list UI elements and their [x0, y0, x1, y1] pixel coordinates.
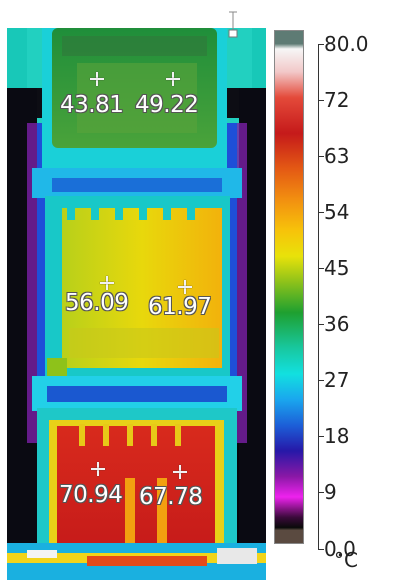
temperature-reading-top-left: 43.81 — [60, 92, 124, 118]
scale-axis-line — [318, 44, 319, 550]
temperature-reading-bottom-left: 70.94 — [59, 482, 123, 508]
scale-tick — [318, 156, 324, 157]
temperature-reading-middle-left: 56.09 — [65, 290, 129, 316]
temperature-scale-axis: 80.0 72 63 54 45 36 27 18 9 0.0 — [318, 28, 404, 561]
scale-tick-label: 72 — [324, 88, 350, 112]
measurement-marker-middle-right[interactable] — [178, 280, 192, 294]
scale-tick — [318, 492, 324, 493]
thermal-image — [7, 28, 266, 580]
temperature-color-scale — [274, 30, 304, 544]
scale-min-label: 0.0 — [324, 537, 356, 561]
measurement-marker-top-right[interactable] — [166, 72, 180, 86]
temperature-reading-bottom-right: 67.78 — [139, 484, 203, 510]
thermal-image-view: 43.81 49.22 56.09 61.97 70.94 67.78 — [7, 28, 266, 580]
measurement-marker-middle-left[interactable] — [100, 276, 114, 290]
scale-tick — [318, 549, 324, 550]
scale-tick-label: 27 — [324, 368, 350, 392]
temperature-reading-top-right: 49.22 — [135, 92, 199, 118]
scale-tick — [318, 100, 324, 101]
scale-tick-label: 54 — [324, 200, 350, 224]
scale-max-label: 80.0 — [324, 32, 369, 56]
scale-tick-label: 36 — [324, 312, 350, 336]
temperature-unit-label: °C — [334, 548, 358, 572]
measurement-marker-top-left[interactable] — [90, 72, 104, 86]
scale-tick — [318, 44, 324, 45]
scale-tick — [318, 380, 324, 381]
temperature-reading-middle-right: 61.97 — [148, 294, 212, 320]
scale-tick-label: 9 — [324, 480, 337, 504]
scale-tick-label: 45 — [324, 256, 350, 280]
measurement-marker-bottom-right[interactable] — [173, 465, 187, 479]
probe-cursor-icon[interactable] — [226, 10, 240, 38]
scale-tick-label: 63 — [324, 144, 350, 168]
scale-tick — [318, 212, 324, 213]
scale-tick — [318, 268, 324, 269]
scale-tick — [318, 324, 324, 325]
scale-tick — [318, 436, 324, 437]
measurement-marker-bottom-left[interactable] — [91, 462, 105, 476]
scale-tick-label: 18 — [324, 424, 350, 448]
